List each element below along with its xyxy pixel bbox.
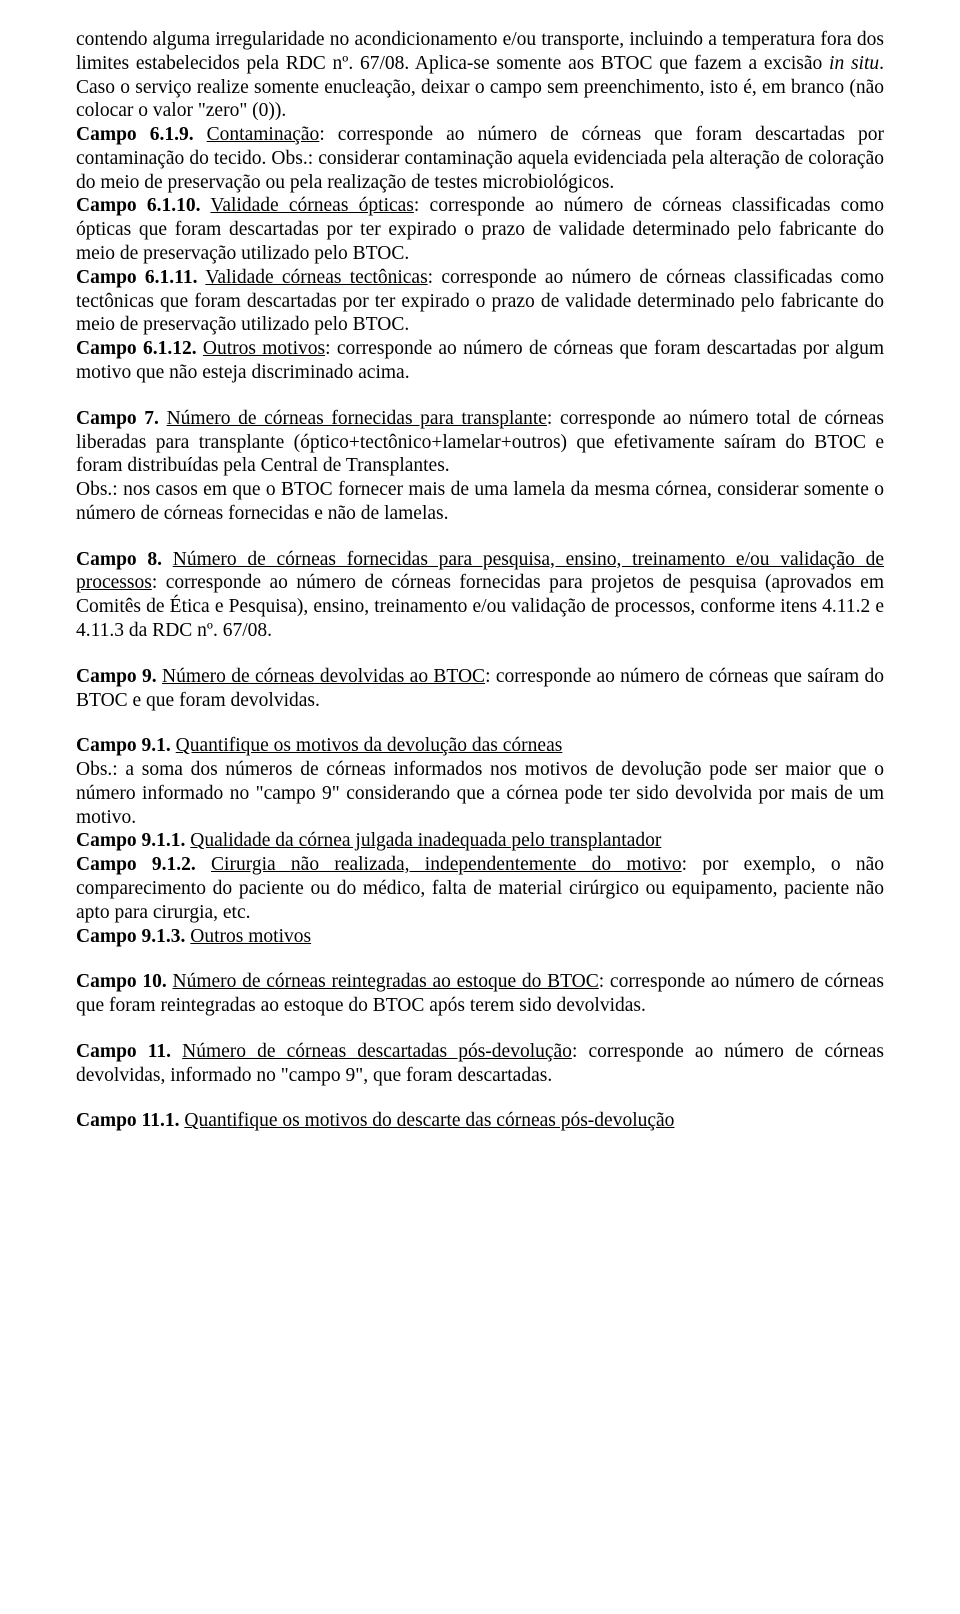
campo-11-1-label: Campo 11.1. <box>76 1110 179 1131</box>
campo-7-label: Campo 7. <box>76 408 159 429</box>
campo-9-1-3: Campo 9.1.3. Outros motivos <box>76 925 884 949</box>
campo-6-1-10-title: Validade córneas ópticas <box>210 195 413 216</box>
campo-6-1-11: Campo 6.1.11. Validade córneas tectônica… <box>76 266 884 337</box>
campo-11-1-title: Quantifique os motivos do descarte das c… <box>184 1110 674 1131</box>
campo-10: Campo 10. Número de córneas reintegradas… <box>76 970 884 1018</box>
campo-6-1-11-body: : corresponde ao número de córneas class… <box>76 267 884 336</box>
campo-9-label: Campo 9. <box>76 666 157 687</box>
campo-9-1-3-title: Outros motivos <box>190 926 311 947</box>
intro-paragraph: contendo alguma irregularidade no acondi… <box>76 28 884 123</box>
campo-8-body: : corresponde ao número de córneas forne… <box>76 572 884 641</box>
campo-9-title: Número de córneas devolvidas ao BTOC <box>162 666 485 687</box>
campo-9-1: Campo 9.1. Quantifique os motivos da dev… <box>76 734 884 758</box>
campo-6-1-12-label: Campo 6.1.12. <box>76 338 197 359</box>
campo-10-block: Campo 10. Número de córneas reintegradas… <box>76 970 884 1018</box>
campo-6-1-9-label: Campo 6.1.9. <box>76 124 194 145</box>
campo-7: Campo 7. Número de córneas fornecidas pa… <box>76 407 884 478</box>
campo-6-1-12: Campo 6.1.12. Outros motivos: correspond… <box>76 337 884 385</box>
campo-7-block: Campo 7. Número de córneas fornecidas pa… <box>76 407 884 526</box>
campo-6-1-12-body: : corresponde ao número de córneas que f… <box>76 338 884 383</box>
campo-6-1-12-title: Outros motivos <box>203 338 325 359</box>
campo-9-1-3-label: Campo 9.1.3. <box>76 926 185 947</box>
campo-9-1-2-label: Campo 9.1.2. <box>76 854 196 875</box>
campo-8: Campo 8. Número de córneas fornecidas pa… <box>76 548 884 643</box>
campo-9-1-2-title: Cirurgia não realizada, independentement… <box>211 854 682 875</box>
campo-11: Campo 11. Número de córneas descartadas … <box>76 1040 884 1088</box>
campo-9-block: Campo 9. Número de córneas devolvidas ao… <box>76 665 884 713</box>
intro-block: contendo alguma irregularidade no acondi… <box>76 28 884 385</box>
campo-11-label: Campo 11. <box>76 1041 171 1062</box>
campo-9-1-label: Campo 9.1. <box>76 735 171 756</box>
campo-9-1-obs: Obs.: a soma dos números de córneas info… <box>76 758 884 829</box>
campo-10-title: Número de córneas reintegradas ao estoqu… <box>172 971 598 992</box>
campo-9-1-1: Campo 9.1.1. Qualidade da córnea julgada… <box>76 829 884 853</box>
campo-6-1-10-label: Campo 6.1.10. <box>76 195 201 216</box>
campo-6-1-9-title: Contaminação <box>207 124 320 145</box>
intro-text-a: contendo alguma irregularidade no acondi… <box>76 29 884 74</box>
campo-9-1-1-title: Qualidade da córnea julgada inadequada p… <box>190 830 661 851</box>
campo-7-title: Número de córneas fornecidas para transp… <box>167 408 547 429</box>
campo-9-1-2: Campo 9.1.2. Cirurgia não realizada, ind… <box>76 853 884 924</box>
campo-6-1-9-body: : corresponde ao número de córneas que f… <box>76 124 884 193</box>
campo-8-block: Campo 8. Número de córneas fornecidas pa… <box>76 548 884 643</box>
campo-11-title: Número de córneas descartadas pós-devolu… <box>182 1041 572 1062</box>
campo-9-1-title: Quantifique os motivos da devolução das … <box>176 735 563 756</box>
campo-11-1: Campo 11.1. Quantifique os motivos do de… <box>76 1109 884 1133</box>
campo-6-1-11-label: Campo 6.1.11. <box>76 267 197 288</box>
campo-6-1-11-title: Validade córneas tectônicas <box>205 267 427 288</box>
campo-6-1-9: Campo 6.1.9. Contaminação: corresponde a… <box>76 123 884 194</box>
campo-7-obs: Obs.: nos casos em que o BTOC fornecer m… <box>76 478 884 526</box>
campo-6-1-10: Campo 6.1.10. Validade córneas ópticas: … <box>76 194 884 265</box>
campo-9-1-1-label: Campo 9.1.1. <box>76 830 185 851</box>
campo-9: Campo 9. Número de córneas devolvidas ao… <box>76 665 884 713</box>
campo-11-1-block: Campo 11.1. Quantifique os motivos do de… <box>76 1109 884 1133</box>
campo-9-1-block: Campo 9.1. Quantifique os motivos da dev… <box>76 734 884 948</box>
campo-8-label: Campo 8. <box>76 549 162 570</box>
campo-10-label: Campo 10. <box>76 971 167 992</box>
intro-text-italic: in situ <box>829 53 879 74</box>
campo-11-block: Campo 11. Número de córneas descartadas … <box>76 1040 884 1088</box>
